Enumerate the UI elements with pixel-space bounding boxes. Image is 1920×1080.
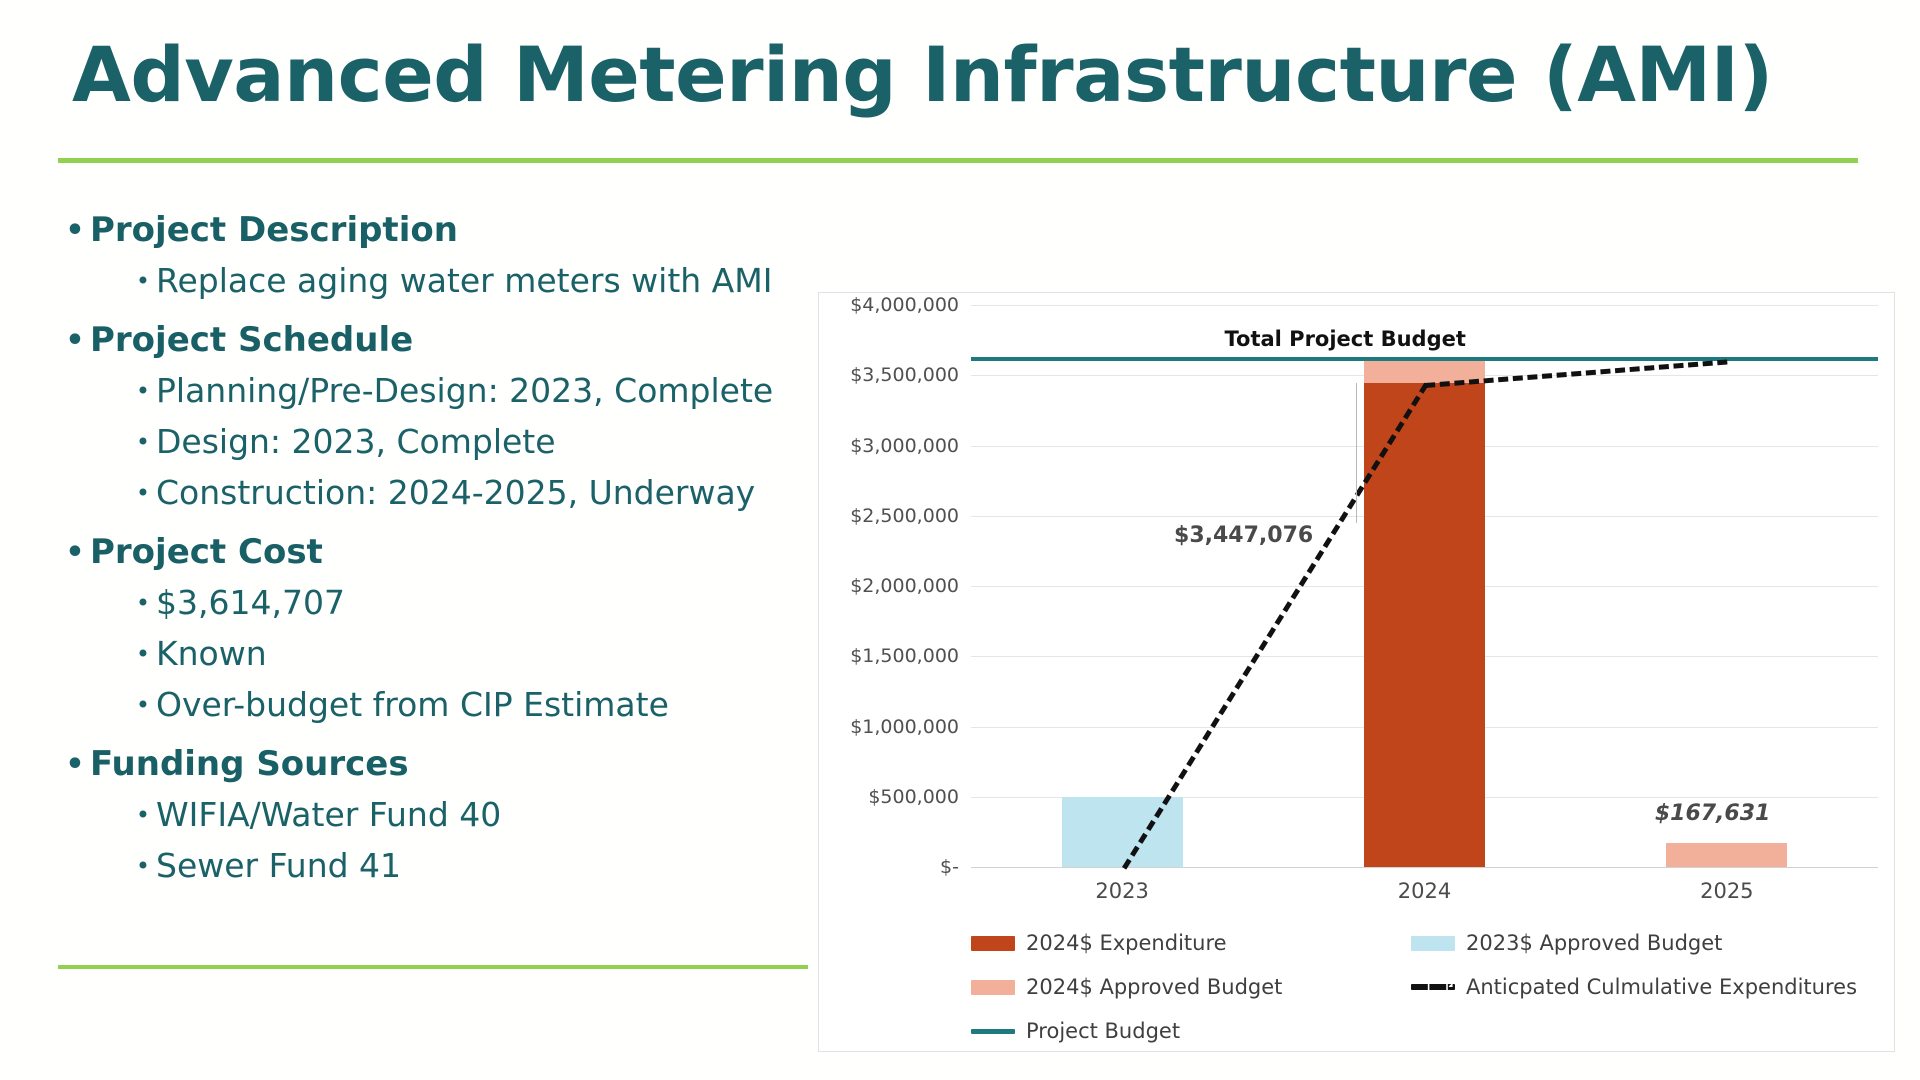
x-axis-tick: 2024 <box>1397 879 1452 903</box>
bullet-dot-icon: • <box>65 213 85 248</box>
bullet-level1: • Funding Sources <box>60 740 870 789</box>
legend-label: 2023$ Approved Budget <box>1466 931 1723 955</box>
legend-swatch-icon <box>971 935 1015 951</box>
bullet-level2-label: WIFIA/Water Fund 40 <box>156 795 502 834</box>
bullet-level2: • Over-budget from CIP Estimate <box>60 680 870 730</box>
legend-row: 2024$ Expenditure 2023$ Approved Budget <box>971 921 1876 965</box>
sub-bullet-dot-icon: • <box>135 852 151 880</box>
legend-item: Anticpated Culmulative Expenditures <box>1411 975 1857 999</box>
legend-item: 2024$ Approved Budget <box>971 975 1411 999</box>
y-axis-tick: $2,500,000 <box>850 504 959 527</box>
chart-legend: 2024$ Expenditure 2023$ Approved Budget 20… <box>971 921 1876 1053</box>
bullet-level2-label: $3,614,707 <box>156 583 345 622</box>
x-axis-tick: 2025 <box>1700 879 1754 903</box>
y-axis-tick: $- <box>940 856 959 878</box>
bullet-level2: • Construction: 2024-2025, Underway <box>60 468 870 518</box>
title-divider <box>58 158 1858 163</box>
sub-bullet-dot-icon: • <box>135 267 151 295</box>
legend-label: Project Budget <box>1026 1019 1181 1043</box>
legend-swatch-icon <box>1411 984 1455 990</box>
x-axis-line <box>971 867 1878 868</box>
total-project-budget-label: Total Project Budget <box>1224 327 1466 352</box>
bullet-level2: • Sewer Fund 41 <box>60 841 870 891</box>
bullet-level2: • $3,614,707 <box>60 578 870 628</box>
legend-label: 2024$ Expenditure <box>1026 931 1227 955</box>
data-label-leader-line <box>1356 382 1358 523</box>
sub-bullet-dot-icon: • <box>135 801 151 829</box>
project-budget-chart: $- $500,000 $1,000,000 $1,500,000 $2,000,000… <box>818 292 1895 1052</box>
y-axis-labels: $- $500,000 $1,000,000 $1,500,000 $2,000,000… <box>819 294 967 878</box>
y-axis-tick: $3,000,000 <box>850 434 959 457</box>
y-axis-tick: $3,500,000 <box>850 364 959 387</box>
plot-area: Total Project Budget $3,447,076 $167,631 <box>971 305 1878 870</box>
approved-budget-2025-data-label: $167,631 <box>1654 801 1771 827</box>
bullet-level1-label: Project Cost <box>90 532 323 572</box>
x-axis-tick: 2023 <box>1095 879 1149 903</box>
sub-bullet-dot-icon: • <box>135 377 151 405</box>
y-axis-tick: $1,000,000 <box>850 715 959 738</box>
bullet-level2-label: Design: 2023, Complete <box>156 422 556 461</box>
y-axis-tick: $1,500,000 <box>850 645 959 668</box>
legend-item: 2023$ Approved Budget <box>1411 931 1722 955</box>
legend-swatch-icon <box>971 1028 1015 1034</box>
expenditure-data-label: $3,447,076 <box>1174 522 1314 548</box>
project-budget-line <box>971 357 1878 362</box>
legend-label: Anticpated Culmulative Expenditures <box>1466 975 1858 999</box>
page-title: Advanced Metering Infrastructure (AMI) <box>72 30 1773 119</box>
legend-swatch-icon <box>1411 935 1455 951</box>
bullet-level2: • Replace aging water meters with AMI <box>60 256 870 306</box>
bar-2025-approved-budget <box>1666 843 1788 867</box>
x-axis-labels: 2023 2024 2025 <box>971 879 1878 913</box>
bullet-level2-label: Replace aging water meters with AMI <box>156 261 773 300</box>
bullet-level1-label: Project Schedule <box>90 320 414 360</box>
bullet-level2-label: Over-budget from CIP Estimate <box>156 685 669 724</box>
bullet-level2: • Known <box>60 629 870 679</box>
bullet-level1: • Project Schedule <box>60 316 870 365</box>
sub-bullet-dot-icon: • <box>135 691 151 719</box>
bullet-dot-icon: • <box>65 535 85 570</box>
bullet-level2: • Design: 2023, Complete <box>60 417 870 467</box>
bullet-level2-label: Sewer Fund 41 <box>156 846 402 885</box>
sub-bullet-dot-icon: • <box>135 589 151 617</box>
bullet-level2: • Planning/Pre-Design: 2023, Complete <box>60 366 870 416</box>
gridline <box>971 305 1878 306</box>
legend-label: 2024$ Approved Budget <box>1026 975 1283 999</box>
legend-swatch-icon <box>971 979 1015 995</box>
chart-plot-wrapper: $- $500,000 $1,000,000 $1,500,000 $2,000,000… <box>819 294 1896 905</box>
y-axis-tick: $4,000,000 <box>850 294 959 316</box>
legend-item: Project Budget <box>971 1019 1411 1043</box>
legend-row: 2024$ Approved Budget Anticpated Culmulat… <box>971 965 1876 1009</box>
sub-bullet-dot-icon: • <box>135 640 151 668</box>
y-axis-tick: $500,000 <box>868 785 959 808</box>
bullet-level2-label: Known <box>156 634 267 673</box>
bar-2024-expenditure <box>1364 382 1485 867</box>
bullet-level1: • Project Description <box>60 206 870 255</box>
legend-row: Project Budget <box>971 1009 1876 1053</box>
bullet-level1-label: Funding Sources <box>90 744 409 784</box>
bullet-level2-label: Construction: 2024-2025, Underway <box>156 473 756 512</box>
bullet-level2: • WIFIA/Water Fund 40 <box>60 790 870 840</box>
bullet-dot-icon: • <box>65 323 85 358</box>
bullet-dot-icon: • <box>65 747 85 782</box>
bullet-level2-label: Planning/Pre-Design: 2023, Complete <box>156 371 774 410</box>
legend-item: 2024$ Expenditure <box>971 931 1411 955</box>
bullet-level1-label: Project Description <box>90 210 458 250</box>
bullet-list: • Project Description • Replace aging water… <box>60 196 870 891</box>
bullet-level1: • Project Cost <box>60 528 870 577</box>
footer-divider <box>58 965 808 969</box>
sub-bullet-dot-icon: • <box>135 479 151 507</box>
sub-bullet-dot-icon: • <box>135 428 151 456</box>
bar-2023-approved-budget <box>1061 796 1183 867</box>
y-axis-tick: $2,000,000 <box>850 575 959 597</box>
